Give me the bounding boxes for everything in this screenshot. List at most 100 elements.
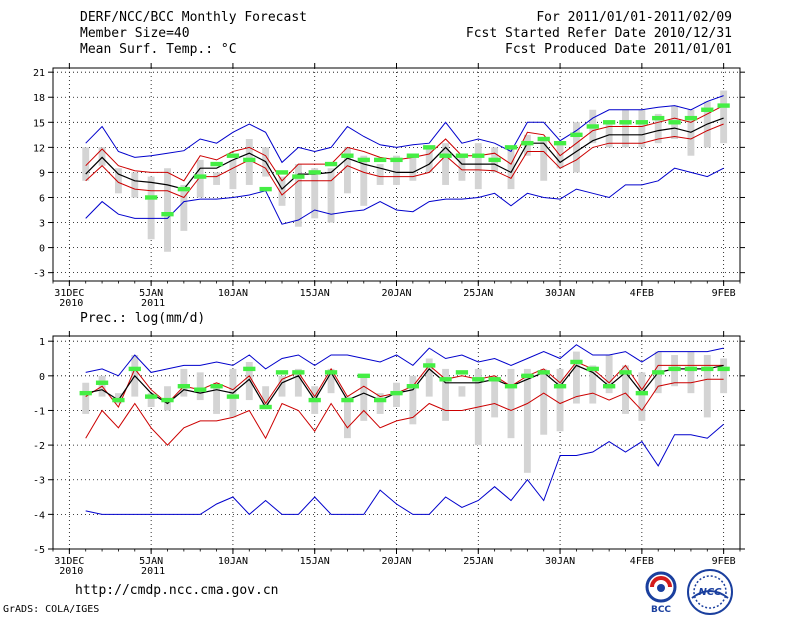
panel2-ytick-label: -5 [33, 545, 45, 556]
panel2-mean-line [85, 364, 724, 409]
header-variable: Mean Surf. Temp.: °C [80, 42, 237, 57]
panel2-obs-marker [619, 370, 632, 375]
panel2-xtick-label: 10JAN [218, 556, 248, 567]
panel1-obs-marker [652, 115, 665, 121]
panel1-range-bar [98, 147, 106, 166]
panel2-obs-marker [635, 390, 648, 396]
panel2-obs-marker [406, 384, 419, 389]
panel2-xtick-label: 20JAN [381, 556, 411, 567]
panel2-range-bar [294, 368, 302, 397]
panel2-range-bar [82, 382, 90, 414]
panel2-range-bar [262, 386, 270, 407]
panel2-upper-line [85, 361, 724, 408]
panel1-obs-marker [701, 107, 714, 112]
panel2-obs-marker [553, 384, 567, 389]
panel2-range-bar [458, 386, 466, 397]
panel1-obs-marker [521, 140, 534, 146]
panel2-range-bar [507, 368, 515, 439]
panel2-range-bar [327, 368, 335, 394]
panel2-range-bar [605, 355, 613, 394]
panel1-range-bar [393, 155, 400, 185]
panel1-range-bar [213, 172, 221, 185]
panel1-range-bar [180, 184, 188, 231]
panel2-obs-marker [652, 370, 665, 375]
panel1-obs-marker [194, 174, 207, 179]
footer-url[interactable]: http://cmdp.ncc.cma.gov.cn [75, 583, 279, 598]
panel2-range-bar [703, 355, 711, 418]
panel1-obs-marker [406, 153, 419, 158]
panel1-range-bar [622, 109, 629, 148]
panel2-obs-marker [95, 380, 109, 385]
panel2-obs-marker [324, 370, 338, 375]
panel2-ytick-label: 1 [39, 337, 45, 348]
panel1-range-bar [540, 139, 548, 181]
panel1-range-bar [442, 143, 450, 185]
panel2-obs-marker [292, 370, 305, 375]
grads-credit: GrADS: COLA/IGES [3, 604, 100, 615]
panel2-obs-marker [684, 366, 698, 372]
panel1-ytick-label: 9 [39, 168, 45, 179]
panel1-obs-marker [684, 115, 698, 121]
panel2-obs-marker [717, 366, 730, 372]
ncc-logo: NCC [687, 569, 733, 615]
panel1-obs-marker [586, 124, 599, 129]
panel1-obs-marker [308, 170, 321, 175]
panel2-obs-marker [374, 397, 387, 403]
panel1-obs-marker [619, 120, 632, 125]
panel2-obs-marker [521, 373, 534, 379]
panel1-obs-marker [603, 120, 616, 125]
panel2-range-bar [556, 368, 564, 432]
panel2-obs-marker [226, 394, 240, 399]
panel1-ytick-label: 18 [33, 93, 45, 104]
panel1-obs-marker [717, 103, 730, 108]
panel1-obs-marker [504, 145, 518, 150]
panel2-xtick-label: 2011 [141, 566, 165, 577]
panel1-min-line [85, 167, 724, 225]
panel1-ytick-label: 15 [33, 118, 45, 129]
panel2-obs-marker [128, 366, 141, 372]
panel1-obs-marker [668, 120, 681, 125]
panel2-xtick-label: 25JAN [463, 556, 493, 567]
panel2-range-bar [572, 351, 580, 404]
panel1-obs-marker [161, 211, 174, 217]
panel1-obs-marker [275, 170, 289, 175]
panel2-range-bar [720, 358, 728, 394]
panel1-range-bar [474, 143, 482, 190]
panel1-obs-marker [455, 153, 469, 158]
panel2-obs-marker [439, 377, 452, 382]
panel1-xtick-label: 2010 [59, 298, 83, 309]
ncc-logo-text: NCC [698, 587, 722, 598]
panel2-obs-marker [423, 363, 436, 368]
panel2-range-bar [540, 368, 548, 435]
panel1-obs-marker [324, 161, 338, 167]
panel2-range-bar [523, 368, 531, 473]
panel1-obs-marker [357, 157, 370, 163]
panel1-obs-marker [374, 157, 387, 163]
panel1-range-bar [229, 159, 237, 190]
panel2-range-bar [589, 365, 597, 404]
panel2-range-bar [147, 393, 155, 407]
panel2-range-bar [425, 358, 433, 397]
panel1-range-bar [343, 147, 351, 194]
panel1-obs-marker [292, 174, 305, 179]
panel2-obs-marker [79, 390, 92, 396]
panel1-xtick-label: 10JAN [218, 288, 248, 299]
panel2-obs-marker [275, 370, 289, 375]
panel2-range-bar [245, 361, 253, 401]
panel1-max-line [85, 95, 724, 164]
panel2-obs-marker [701, 366, 714, 372]
panel2-max-line [85, 344, 724, 377]
header-member-size: Member Size=40 [80, 26, 190, 41]
panel2-range-bar [638, 372, 646, 421]
panel1-obs-marker [341, 153, 354, 158]
panel2-range-bar [491, 375, 499, 418]
panel1-upper-line [85, 105, 724, 182]
panel1-range-bar [294, 164, 302, 227]
panel2-title: Prec.: log(mm/d) [80, 311, 205, 326]
panel2-obs-marker [161, 397, 174, 403]
panel2-obs-marker [537, 370, 550, 375]
panel1-obs-marker [210, 161, 223, 167]
panel2-obs-marker [586, 366, 599, 372]
panel2-ytick-label: 0 [39, 372, 45, 383]
panel1-obs-marker [570, 132, 583, 138]
